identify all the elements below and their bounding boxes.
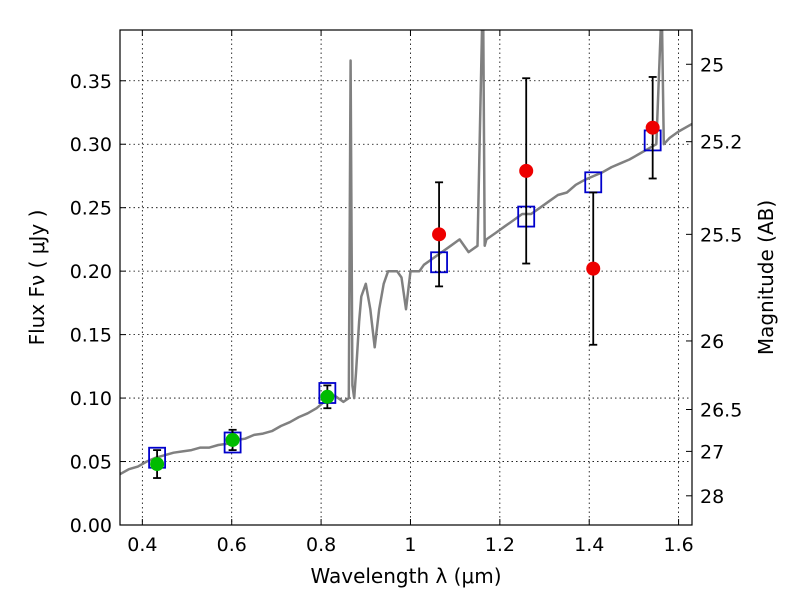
x-tick-label: 0.6 — [217, 534, 247, 556]
x-tick-label: 1 — [404, 534, 416, 556]
model-spectrum-layer — [120, 30, 692, 476]
y-tick-label: 0.15 — [70, 325, 112, 347]
y-tick-label: 0.30 — [70, 134, 112, 156]
right-tick-label: 25 — [700, 54, 724, 76]
x-tick-label: 1.4 — [574, 534, 604, 556]
error-bars-layer — [153, 76, 657, 479]
right-tick-label: 28 — [700, 486, 724, 508]
tick-labels: 0.4 0.6 0.8 1 1.2 1.4 1.6 0.00 0.05 0.10 0.15 0.20 0… — [70, 54, 743, 556]
red-point — [586, 261, 601, 276]
green-point — [150, 457, 165, 472]
tick-marks — [120, 30, 692, 526]
y-tick-label: 0.35 — [70, 71, 112, 93]
right-tick-label: 25.5 — [700, 224, 742, 246]
x-tick-label: 0.4 — [127, 534, 157, 556]
red-point — [432, 227, 447, 242]
x-tick-label: 1.2 — [485, 534, 515, 556]
model-spectrum-line — [120, 30, 692, 476]
right-tick-label: 27 — [700, 441, 724, 463]
y-tick-label: 0.25 — [70, 198, 112, 220]
y-axis-label: Flux Fν ( μJy ) — [25, 210, 49, 346]
green-point — [320, 389, 335, 404]
y-tick-label: 0.10 — [70, 388, 112, 410]
right-tick-label: 26 — [700, 331, 724, 353]
plot-frame — [119, 29, 693, 526]
right-tick-label: 25.2 — [700, 132, 742, 154]
right-tick-label: 26.5 — [700, 400, 742, 422]
y-tick-label: 0.20 — [70, 261, 112, 283]
right-axis-label: Magnitude (AB) — [754, 200, 778, 355]
grid-lines — [120, 30, 692, 526]
green-point — [225, 432, 240, 447]
x-tick-label: 0.8 — [306, 534, 336, 556]
red-point — [645, 120, 660, 135]
red-point — [519, 163, 534, 178]
y-tick-label: 0.05 — [70, 452, 112, 474]
x-axis-label: Wavelength λ (μm) — [310, 564, 501, 588]
y-tick-label: 0.00 — [70, 515, 112, 537]
x-tick-label: 1.6 — [663, 534, 693, 556]
points-layer — [150, 120, 660, 472]
